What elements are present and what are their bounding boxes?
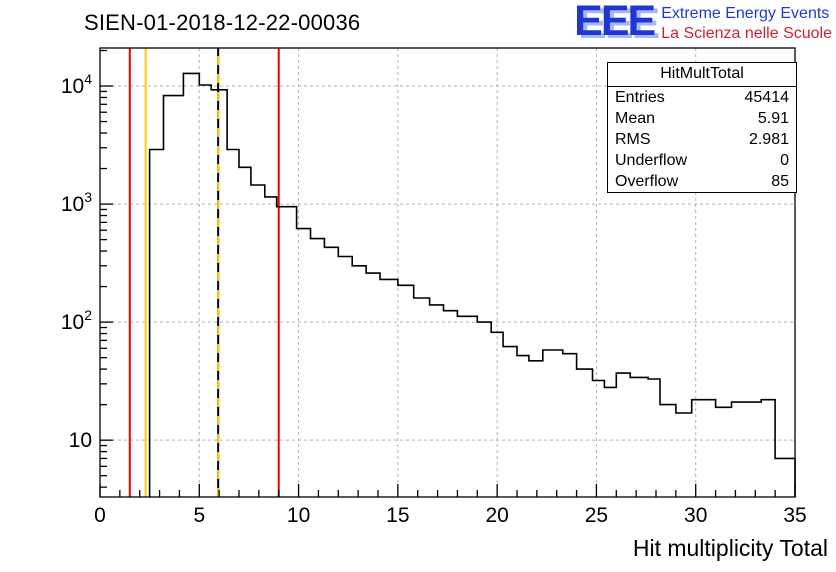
eee-logo-subtitle: Extreme Energy Events La Scienza nelle S… [661,3,832,44]
stats-row-rms: RMS 2.981 [608,129,796,150]
stats-row-entries: Entries 45414 [608,87,796,108]
y-tick-label: 10 [69,429,92,452]
stats-label: Overflow [615,173,679,190]
stats-value: 85 [771,173,789,190]
x-tick-label: 20 [485,504,508,527]
x-axis-title: Hit multiplicity Total [632,535,828,561]
x-tick-label: 35 [783,504,806,527]
stats-label: Entries [615,89,665,106]
plot-frame [99,47,796,498]
logo-subtitle-italian: La Scienza nelle Scuole [661,25,832,42]
stats-label: RMS [615,131,651,148]
stats-value: 0 [780,152,789,169]
stats-box-title: HitMultTotal [608,63,796,87]
stats-row-underflow: Underflow 0 [608,150,796,171]
y-tick-label: 103 [61,189,92,216]
stats-value: 5.91 [757,110,789,127]
plot-title: SIEN-01-2018-12-22-00036 [84,10,361,35]
stats-box: HitMultTotal Entries 45414 Mean 5.91 RMS… [607,62,797,193]
y-tick-label: 104 [61,71,92,98]
stats-value: 2.981 [748,131,789,148]
stats-value: 45414 [744,89,790,106]
x-tick-label: 0 [94,504,106,527]
histogram-step-line [148,72,796,497]
stats-label: Underflow [615,152,688,169]
x-tick-label: 15 [386,504,409,527]
stats-row-mean: Mean 5.91 [608,108,796,129]
x-tick-label: 10 [287,504,310,527]
x-tick-label: 30 [684,504,707,527]
x-tick-label: 5 [193,504,205,527]
eee-logo-acronym: EEE [574,0,656,45]
stats-label: Mean [615,110,656,127]
y-tick-label: 102 [61,307,92,334]
x-tick-label: 25 [585,504,608,527]
logo-subtitle-english: Extreme Energy Events [661,5,830,22]
stats-row-overflow: Overflow 85 [608,171,796,192]
eee-logo: EEE Extreme Energy Events La Scienza nel… [574,0,832,45]
